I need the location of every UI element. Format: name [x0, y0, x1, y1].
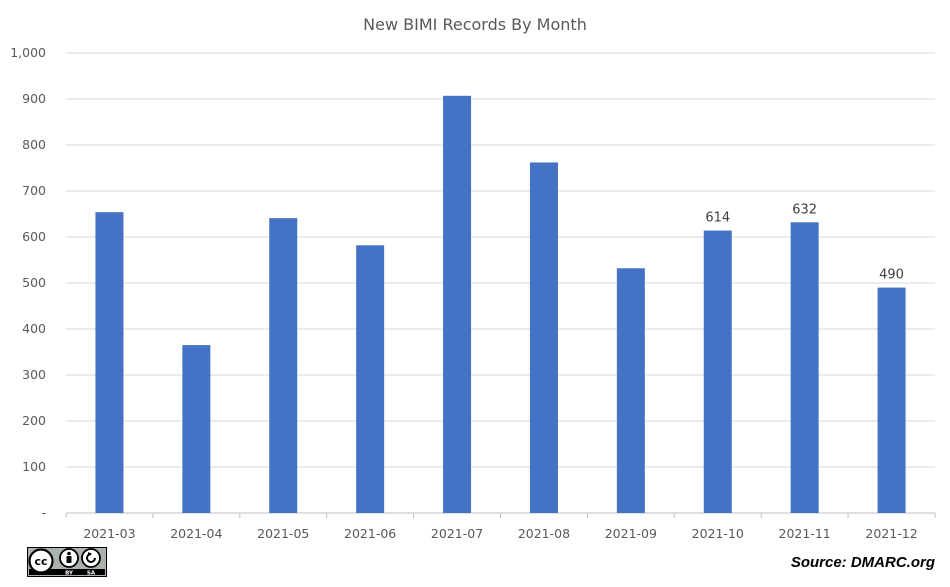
bar-2021-08	[529, 162, 558, 514]
x-tick-label: 2021-03	[83, 526, 135, 541]
bar-2021-10	[703, 230, 732, 513]
chart-title: New BIMI Records By Month	[363, 15, 587, 34]
license-sa-label: SA	[87, 571, 96, 577]
bar-2021-12	[877, 287, 906, 513]
x-tick-label: 2021-05	[257, 526, 309, 541]
y-tick-label: -	[41, 505, 46, 520]
data-labels: 614 632 490	[705, 202, 904, 282]
share-alike-icon	[81, 548, 101, 568]
license-by-label: BY	[65, 571, 74, 577]
bar-2021-05	[269, 218, 298, 513]
y-tick-label: 900	[22, 91, 46, 106]
bar-2021-09	[616, 268, 645, 513]
gridlines	[65, 52, 936, 518]
y-tick-label: 500	[22, 275, 46, 290]
source-credit: Source: DMARC.org	[790, 554, 935, 571]
bar-2021-03	[95, 212, 124, 513]
x-tick-label: 2021-04	[170, 526, 222, 541]
x-tick-label: 2021-11	[779, 526, 831, 541]
x-tick-label: 2021-08	[518, 526, 570, 541]
y-tick-label: 700	[22, 183, 46, 198]
y-tick-label: 1,000	[10, 45, 46, 60]
bar-2021-04	[182, 345, 211, 513]
bars	[95, 95, 906, 514]
y-tick-label: 600	[22, 229, 46, 244]
cc-by-sa-license-badge: cc BY SA	[27, 547, 107, 577]
data-label: 490	[879, 268, 904, 283]
y-axis-ticks: - 100 200 300 400 500 600 700 800 900 1,000	[10, 45, 46, 520]
y-tick-label: 100	[22, 459, 46, 474]
x-axis-ticks: 2021-03 2021-04 2021-05 2021-06 2021-07 2021-…	[83, 526, 917, 541]
y-tick-label: 800	[22, 137, 46, 152]
attribution-icon	[59, 548, 79, 568]
data-label: 632	[792, 202, 817, 217]
x-tick-label: 2021-09	[605, 526, 657, 541]
y-tick-label: 200	[22, 413, 46, 428]
y-tick-label: 400	[22, 321, 46, 336]
bar-2021-07	[443, 95, 472, 513]
x-tick-label: 2021-12	[865, 526, 917, 541]
x-tick-label: 2021-07	[431, 526, 483, 541]
x-tick-label: 2021-06	[344, 526, 396, 541]
bar-2021-06	[356, 245, 385, 513]
y-tick-label: 300	[22, 367, 46, 382]
cc-icon: cc	[28, 548, 54, 574]
svg-text:cc: cc	[34, 555, 47, 568]
data-label: 614	[705, 211, 730, 226]
bar-2021-11	[790, 222, 819, 513]
x-tick-label: 2021-10	[692, 526, 744, 541]
